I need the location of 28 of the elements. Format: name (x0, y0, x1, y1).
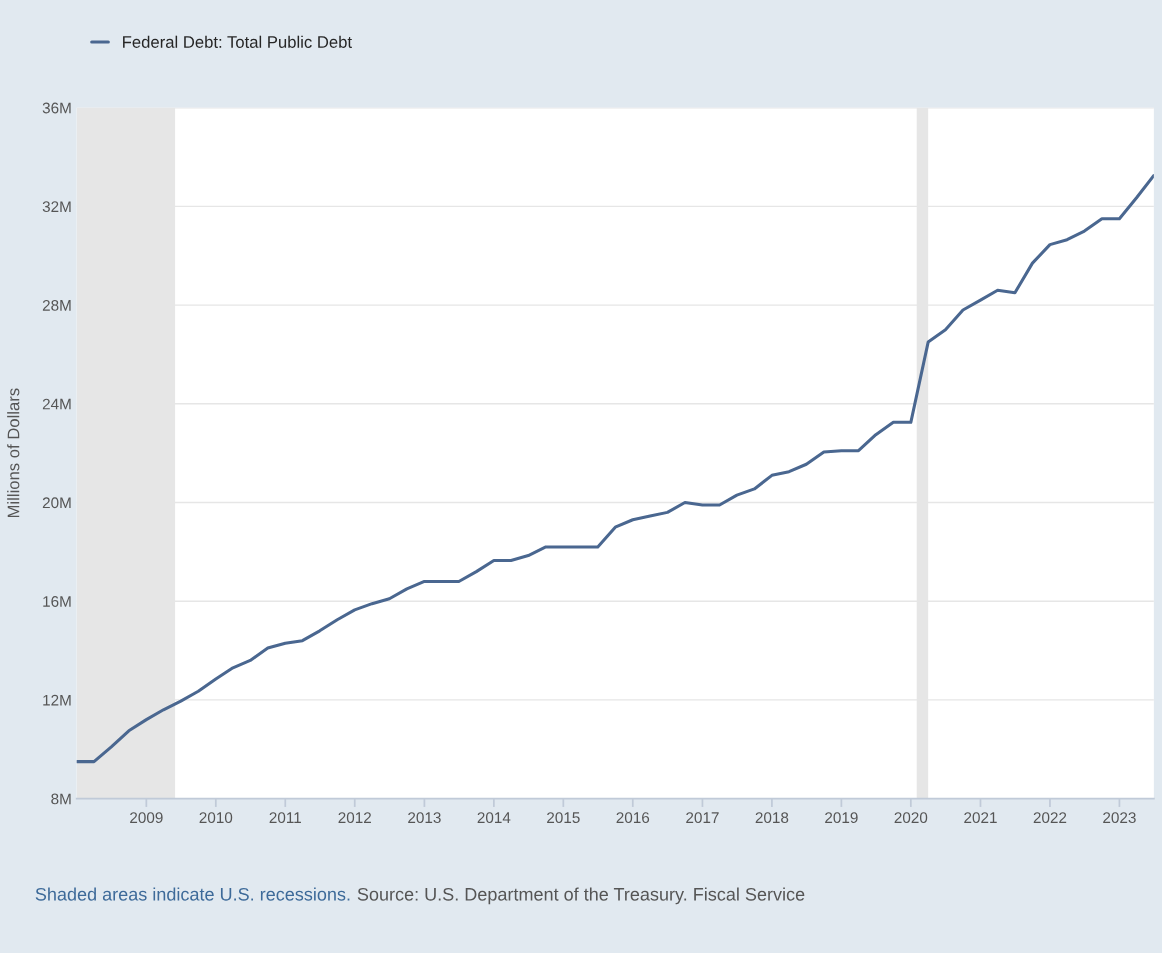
y-tick-label: 20M (42, 497, 71, 509)
x-tick-label: 2014 (477, 812, 511, 824)
x-tick-label: 2023 (1103, 812, 1136, 824)
legend-label: Federal Debt: Total Public Debt (123, 35, 352, 48)
source-note: Source: U.S. Department of the Treasury. Fiscal Service (357, 887, 805, 905)
y-tick-label: 8M (51, 793, 71, 805)
text: Shaded areas indicate U.S. recessions. (35, 887, 350, 901)
x-tick-label: 2013 (408, 812, 441, 824)
x-tick-label: 2015 (547, 812, 580, 824)
x-tick-label: 2021 (964, 812, 997, 824)
x-tick-label: 2016 (616, 812, 650, 824)
y-tick-label: 32M (42, 201, 71, 213)
x-tick-label: 2011 (269, 812, 301, 824)
x-tick-label: 2009 (130, 812, 163, 824)
x-tick-label: 2017 (686, 812, 719, 824)
x-tick-label: 2018 (755, 812, 789, 824)
x-tick-label: 2019 (825, 812, 858, 824)
y-tick-label: 16M (43, 596, 71, 607)
y-tick-label: 28M (42, 299, 71, 311)
x-tick-label: 2012 (338, 812, 371, 824)
y-tick-label: 12M (43, 694, 71, 706)
x-tick-label: 2022 (1033, 812, 1067, 824)
line-series (76, 174, 1154, 764)
y-tick-label: 36M (42, 102, 71, 114)
y-tick-label: 24M (42, 398, 71, 410)
y-axis-title: Millions of Dollars (7, 388, 20, 518)
x-tick-label: 2020 (894, 812, 928, 824)
x-tick-label: 2010 (199, 812, 233, 824)
